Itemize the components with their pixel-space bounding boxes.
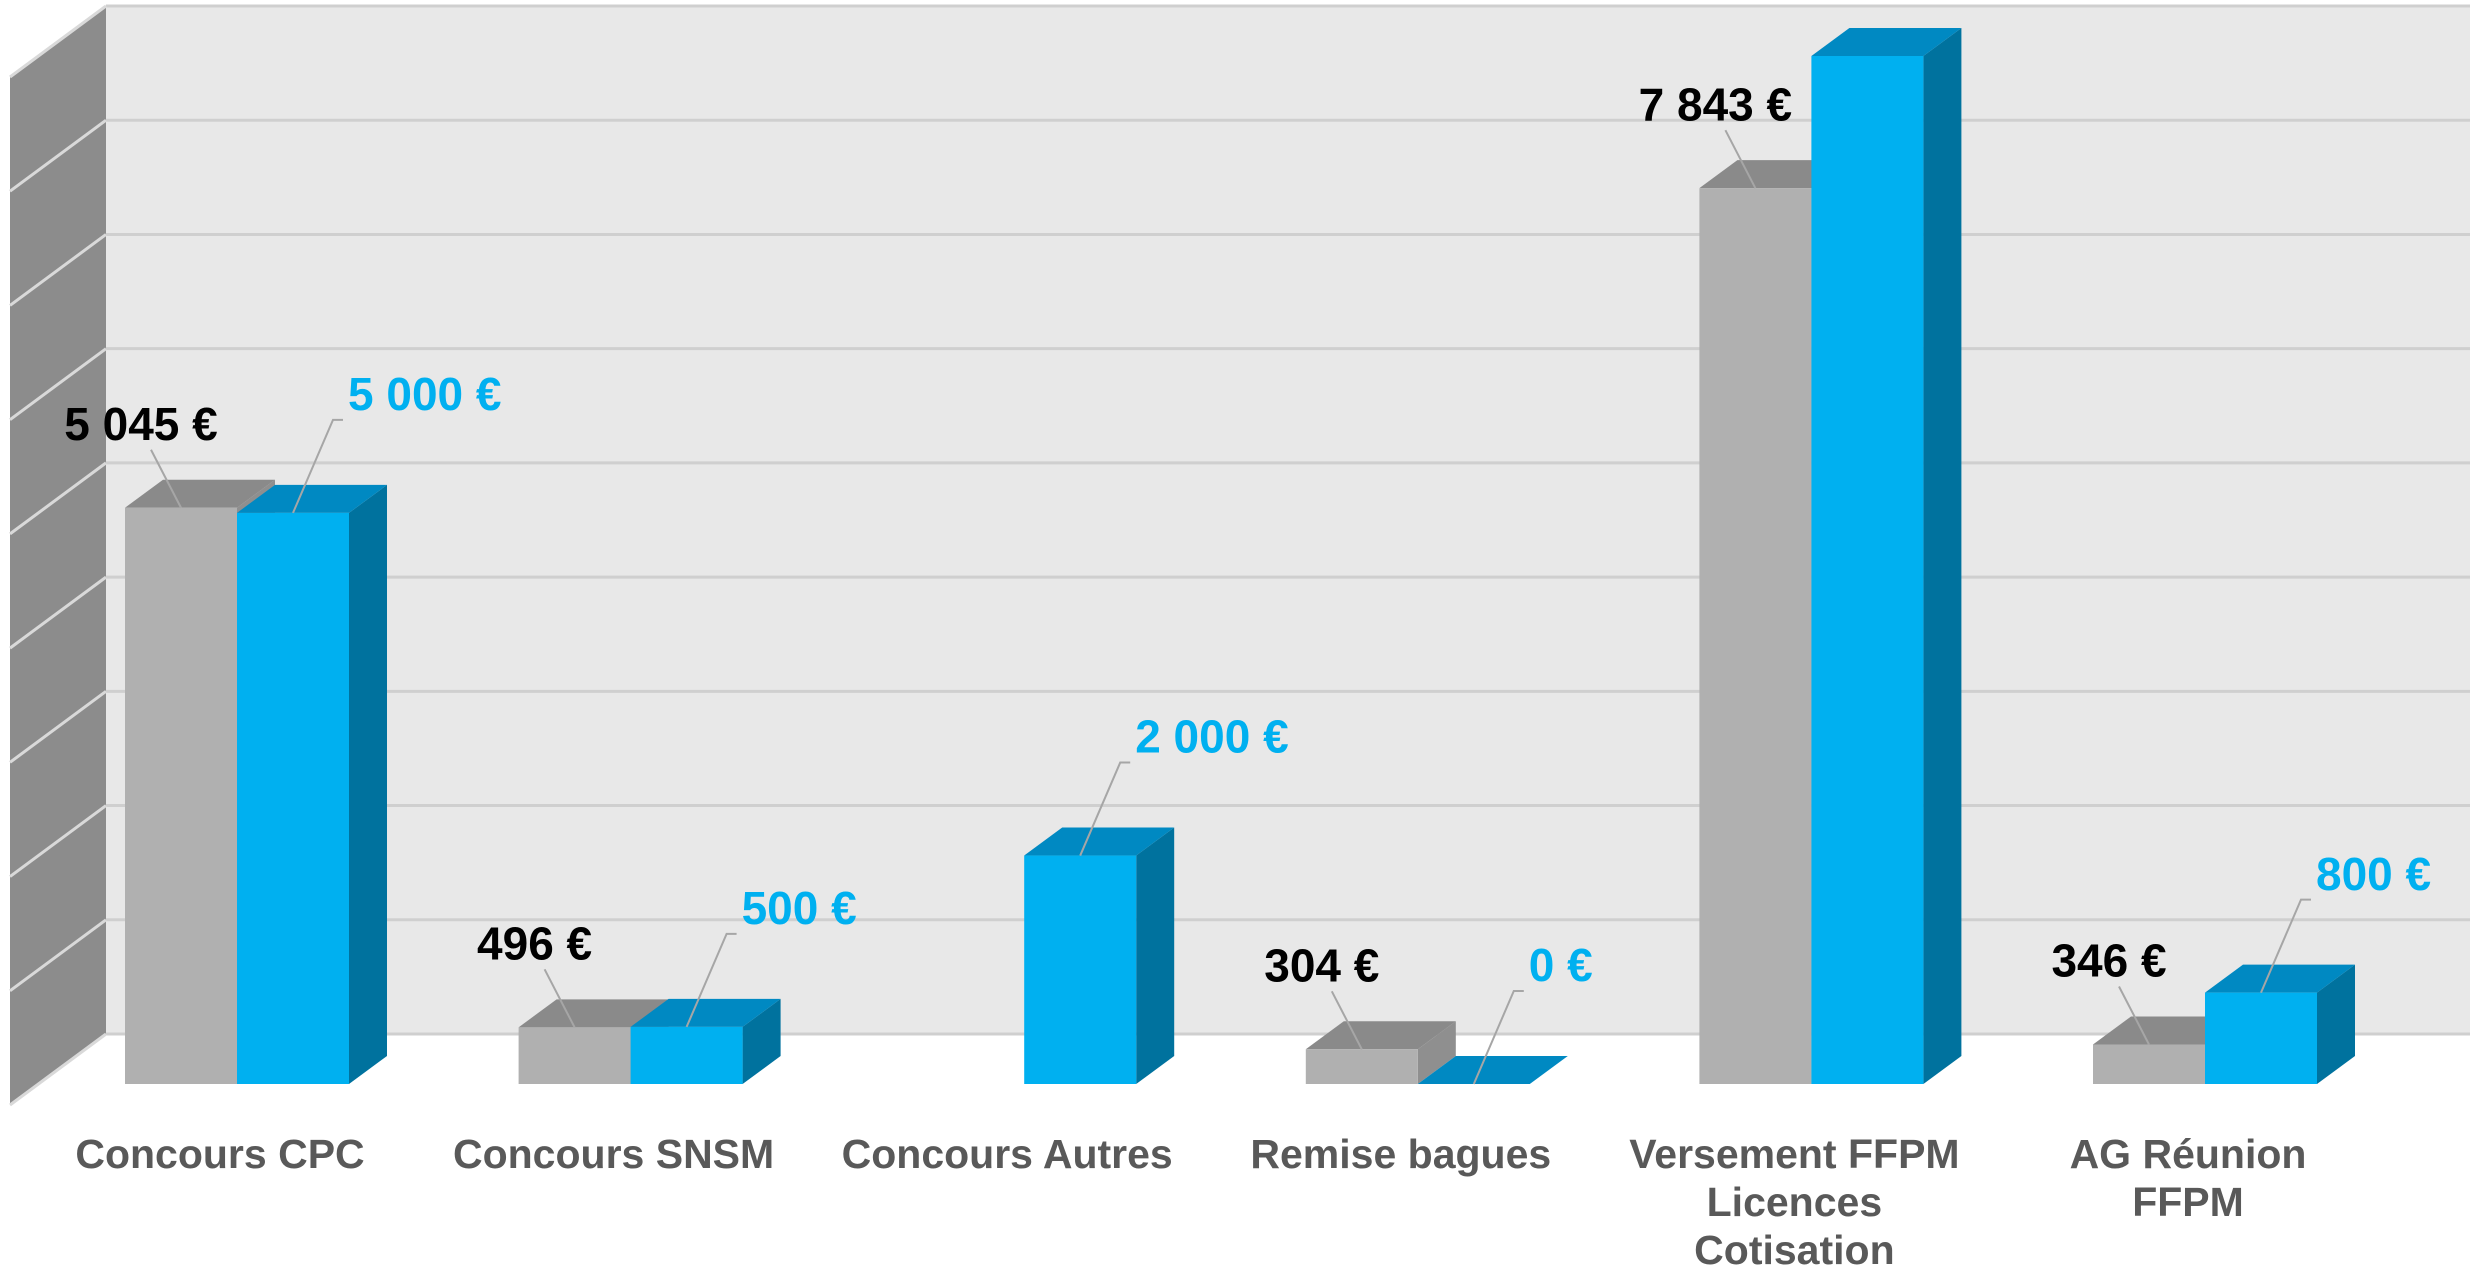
grid-line	[9, 690, 107, 764]
data-label: 496 €	[477, 918, 592, 970]
grid-line	[9, 804, 107, 878]
bar-face	[349, 484, 387, 1084]
leader-line	[1724, 129, 1757, 189]
bar-face	[2205, 992, 2317, 1084]
data-label: 2 000 €	[1135, 711, 1288, 763]
grid-line	[9, 4, 107, 79]
bar	[1417, 1056, 1568, 1084]
grid-line	[9, 233, 107, 307]
data-label: 5 000 €	[348, 368, 501, 420]
bar-face	[1923, 28, 1962, 1084]
grid-line	[9, 119, 107, 193]
leader-line	[1472, 990, 1524, 1085]
bar-face	[630, 1026, 743, 1084]
bar	[2205, 964, 2355, 1084]
leader-line	[1330, 990, 1363, 1050]
x-tick-label: AG Réunion FFPM	[2069, 1131, 2307, 1225]
data-label: 346 €	[2051, 935, 2166, 987]
bar-face	[1417, 1056, 1568, 1084]
back-wall	[106, 6, 2470, 1034]
leader-line	[292, 418, 343, 514]
bar-face	[1305, 1021, 1456, 1050]
bar-face	[237, 484, 387, 513]
x-tick-label: Concours SNSM	[452, 1131, 775, 1177]
bar-face	[742, 998, 781, 1084]
data-label: 500 €	[742, 882, 857, 934]
grid-line	[9, 575, 107, 650]
grid-line	[9, 461, 107, 536]
bar-face	[1699, 188, 1812, 1085]
bar-face	[1024, 827, 1175, 856]
side-wall	[10, 6, 106, 1105]
bar-face	[2093, 1044, 2205, 1084]
bar-face	[518, 999, 669, 1028]
data-label: 304 €	[1264, 939, 1379, 991]
bar-face	[1024, 855, 1137, 1084]
grid-line	[9, 1032, 107, 1107]
x-tick-label: Concours Autres	[841, 1131, 1173, 1177]
bar	[1305, 1021, 1456, 1084]
leader-line	[2118, 986, 2150, 1045]
leader-line	[150, 449, 182, 509]
data-label: 7 843 €	[1639, 78, 1792, 130]
bar-face	[2205, 964, 2355, 993]
leader-line	[1079, 761, 1131, 856]
bar-face	[237, 512, 349, 1084]
bar	[1811, 28, 1962, 1084]
bar	[630, 998, 781, 1084]
data-label: 800 €	[2316, 848, 2431, 900]
bar	[237, 484, 387, 1084]
leader-line	[685, 932, 737, 1028]
bar-face	[125, 479, 275, 508]
bar-face	[1417, 1021, 1456, 1084]
bar-face	[1811, 28, 1962, 56]
grid-line	[9, 918, 107, 992]
x-tick-label: Versement FFPM Licences Cotisation	[1629, 1131, 1960, 1273]
leader-line	[543, 968, 576, 1028]
bar-face	[1811, 56, 1924, 1084]
data-label: 5 045 €	[64, 398, 217, 450]
bar-face	[125, 507, 237, 1084]
bar-face	[518, 1027, 631, 1084]
data-label: 0 €	[1529, 939, 1593, 991]
leader-line	[2260, 898, 2311, 994]
grid-line	[9, 347, 107, 421]
bar-face	[630, 998, 781, 1027]
x-tick-label: Concours CPC	[75, 1131, 365, 1177]
bar-face	[1136, 827, 1175, 1084]
bar	[1024, 827, 1175, 1084]
bar-face	[1305, 1049, 1418, 1084]
bar-face	[2317, 964, 2355, 1084]
x-tick-label: Remise bagues	[1250, 1131, 1552, 1177]
